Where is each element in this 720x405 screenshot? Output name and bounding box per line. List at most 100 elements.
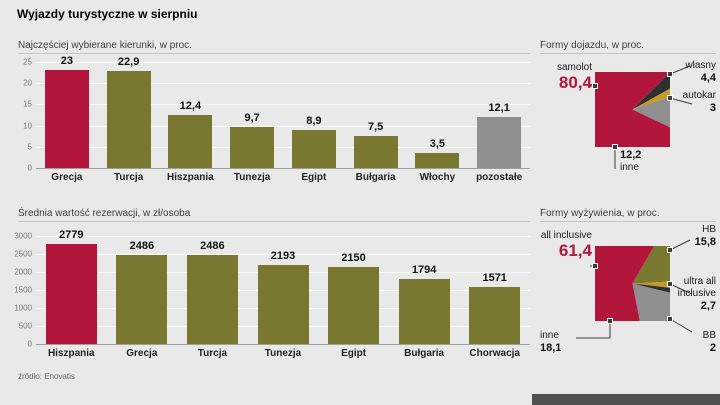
bar-value-label: 2779 xyxy=(59,228,84,241)
bar-value-label: 12,4 xyxy=(179,100,202,113)
bar-value-label: 12,1 xyxy=(488,101,510,114)
bar-category-label: Turcja xyxy=(113,172,144,183)
slice-label-wlasny: własny 4,4 xyxy=(685,60,716,84)
bar-Turcja xyxy=(187,254,238,344)
transport-pie xyxy=(590,65,693,169)
callout-marker-własny xyxy=(667,71,673,77)
gridline xyxy=(36,125,530,127)
bar-value-label: 8,9 xyxy=(306,115,322,128)
bar-Grecja xyxy=(116,254,167,344)
pie-slice-all inclusive xyxy=(595,246,655,321)
y-axis-tick-label: 3000 xyxy=(14,231,32,241)
slice-label-samolot: samolot 80,4 xyxy=(556,62,592,92)
bar-Turcja xyxy=(107,70,151,168)
bar-value-label: 23 xyxy=(60,55,73,68)
destinations-bar-plot: 0 5 10 15 20 25 23 Grecja 22,9 Turcja 12,4 Hiszpani… xyxy=(23,55,530,183)
bar-category-label: Grecja xyxy=(51,172,83,183)
slice-label-autokar: autokar 3 xyxy=(682,90,716,114)
callout-marker-inne xyxy=(612,144,618,150)
y-axis-tick-label: 500 xyxy=(18,321,32,331)
gridline xyxy=(36,104,530,106)
divider xyxy=(18,53,530,54)
callout-line-BB xyxy=(669,318,693,333)
pie-slice-ultra all inclusive xyxy=(632,281,670,288)
bar-category-label: pozostałe xyxy=(476,172,523,183)
booking-value-bar-plot: 0 500 1000 1500 2000 2500 3000 2779 Hiszpania 248… xyxy=(14,229,530,359)
bar-category-label: Hiszpania xyxy=(167,172,214,183)
slice-label-inne-transport: 12,2 inne xyxy=(620,149,642,173)
bar-category-label: Egipt xyxy=(341,348,367,359)
bar-Tunezja xyxy=(230,126,274,168)
gridline xyxy=(36,146,530,148)
y-axis-tick-label: 1500 xyxy=(14,285,32,295)
slice-label-hb: HB 15,8 xyxy=(694,224,716,248)
callout-line-autokar xyxy=(669,97,693,105)
bar-category-label: Grecja xyxy=(126,348,158,359)
bar-value-label: 1794 xyxy=(411,264,437,277)
y-axis-tick-label: 25 xyxy=(23,57,32,67)
divider xyxy=(540,221,716,222)
callout-marker-ultra all inclusive xyxy=(667,281,673,287)
slice-label-all-inclusive: all inclusive 61,4 xyxy=(540,230,592,260)
bar-Hiszpania xyxy=(46,243,97,344)
callout-line-inne xyxy=(576,321,611,339)
bar-Hiszpania xyxy=(168,115,212,168)
bar-value-label: 7,5 xyxy=(367,121,384,134)
bar-category-label: Turcja xyxy=(197,348,228,359)
board-pie-title: Formy wyżywienia, w proc. xyxy=(540,208,660,219)
pie-slice-autokar xyxy=(632,88,670,110)
bar-value-label: 2486 xyxy=(200,239,225,252)
bar-value-label: 2150 xyxy=(341,251,366,264)
page-title: Wyjazdy turystyczne w sierpniu xyxy=(17,7,198,21)
callout-marker-all inclusive xyxy=(592,263,598,269)
bar-category-label: Włochy xyxy=(419,172,456,183)
y-axis-tick-label: 2000 xyxy=(14,267,32,277)
bar-category-label: Chorwacja xyxy=(469,348,520,359)
transport-pie-title: Formy dojazdu, w proc. xyxy=(540,40,644,51)
y-axis-tick-label: 5 xyxy=(27,142,32,152)
booking-value-chart-title: Średnia wartość rezerwacji, w zł/osoba xyxy=(18,208,191,219)
bar-value-label: 2486 xyxy=(129,239,155,252)
callout-line-własny xyxy=(669,65,691,75)
pie-slice-HB xyxy=(632,246,670,284)
bar-Bułgaria xyxy=(354,136,398,168)
bar-Bułgaria xyxy=(399,279,450,344)
y-axis-tick-label: 1000 xyxy=(14,303,32,313)
pie-slice-inne xyxy=(632,283,670,321)
y-axis-tick-label: 0 xyxy=(27,163,32,173)
bar-Chorwacja xyxy=(469,287,520,344)
slice-label-ultra-all-inclusive: ultra all inclusive 2,7 xyxy=(677,276,716,312)
y-axis-tick-label: 2500 xyxy=(14,249,32,259)
bar-category-label: Tunezja xyxy=(264,348,302,359)
pie-slice-inne xyxy=(632,97,670,128)
bar-Egipt xyxy=(292,130,336,168)
y-axis-tick-label: 0 xyxy=(27,339,32,349)
slice-label-inne-board: inne 18,1 xyxy=(540,330,562,354)
bar-category-label: Bułgaria xyxy=(404,348,445,359)
destinations-chart-title: Najczęściej wybierane kierunki, w proc. xyxy=(18,40,192,51)
bar-category-label: Hiszpania xyxy=(47,348,95,359)
gridline xyxy=(36,62,530,63)
bar-Tunezja xyxy=(258,265,309,344)
pie-slice-BB xyxy=(632,283,670,293)
callout-marker-inne xyxy=(607,318,613,324)
gridline xyxy=(36,344,530,345)
callout-line-ultra all inclusive xyxy=(669,283,693,295)
divider xyxy=(540,53,716,54)
y-axis-tick-label: 15 xyxy=(23,99,32,109)
source-note: źródło: Enovatis xyxy=(18,372,75,381)
callout-marker-autokar xyxy=(667,95,673,101)
callout-line-HB xyxy=(669,239,691,251)
bar-category-label: Bułgaria xyxy=(355,172,396,183)
bar-value-label: 2193 xyxy=(270,250,296,263)
y-axis-tick-label: 10 xyxy=(23,121,32,131)
callout-marker-samolot xyxy=(592,83,598,89)
bar-pozostałe xyxy=(477,116,521,168)
gridline xyxy=(36,83,530,85)
bar-category-label: Tunezja xyxy=(233,172,271,183)
pie-slice-samolot xyxy=(595,72,670,147)
divider xyxy=(18,221,530,222)
gridline xyxy=(36,168,530,169)
gridline xyxy=(36,236,530,237)
